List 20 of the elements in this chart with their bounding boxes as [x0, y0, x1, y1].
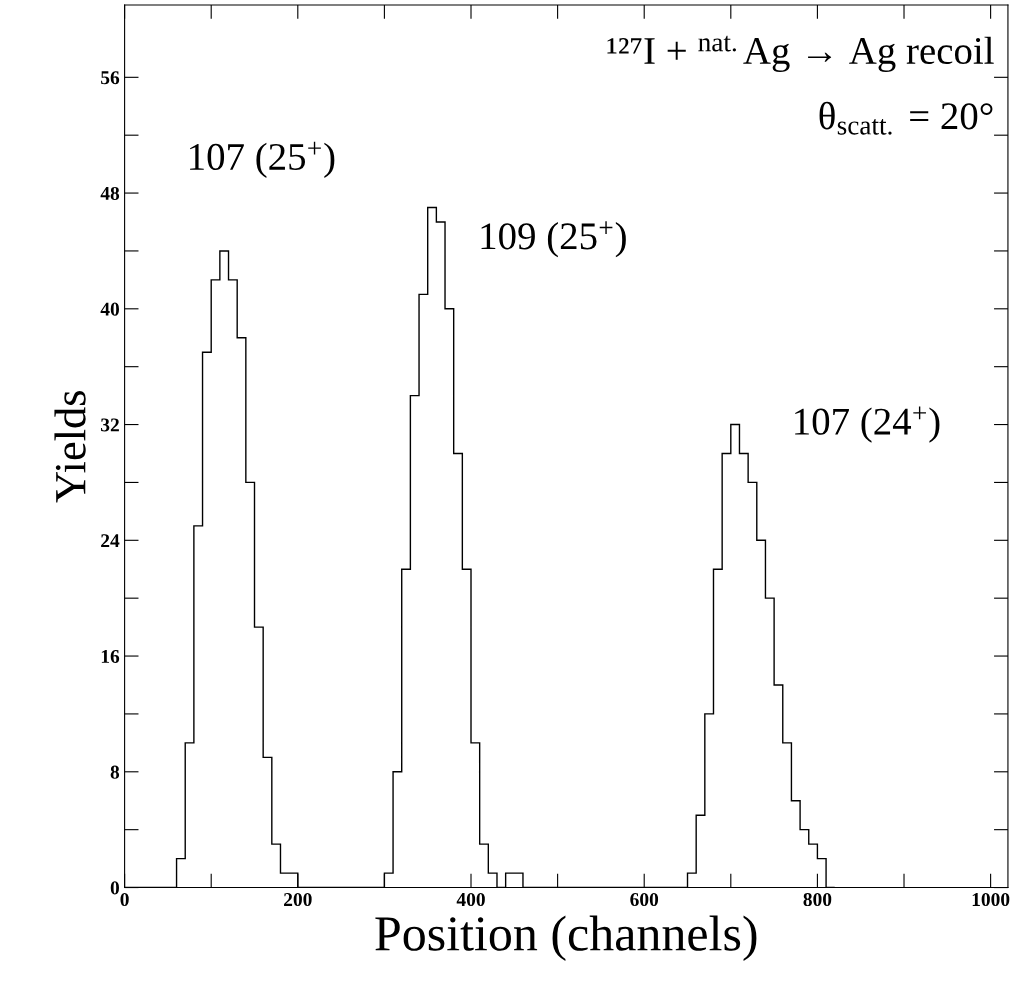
annotation: 109 (25$^{+}$) [481, 221, 626, 258]
y-axis-title: Yields [54, 391, 86, 503]
y-tick-label: 16 [101, 649, 120, 663]
x-tick-label: 400 [456, 892, 485, 907]
x-tick-label: 600 [630, 892, 659, 907]
y-tick-label: 40 [100, 302, 119, 316]
x-tick-label: 1000 [972, 892, 1010, 907]
y-tick-label: 48 [100, 186, 120, 200]
y-tick-label: 0 [110, 881, 119, 895]
x-tick-label: 800 [803, 892, 832, 907]
x-axis-title: Position (channels) [375, 915, 757, 961]
annotation: ¹²⁷I + $^{nat.}$Ag → Ag recoil [607, 35, 994, 73]
y-tick-label: 56 [101, 71, 120, 85]
x-tick-label: 200 [284, 892, 312, 907]
annotation: 107 (24$^{+}$) [795, 406, 940, 443]
annotation: 107 (25$^{+}$) [190, 141, 335, 178]
annotation: θ$_{scatt.}$ = 20° [819, 101, 993, 135]
y-tick-label: 24 [101, 534, 120, 548]
y-tick-label: 8 [110, 765, 120, 779]
y-tick-label: 32 [101, 418, 119, 432]
